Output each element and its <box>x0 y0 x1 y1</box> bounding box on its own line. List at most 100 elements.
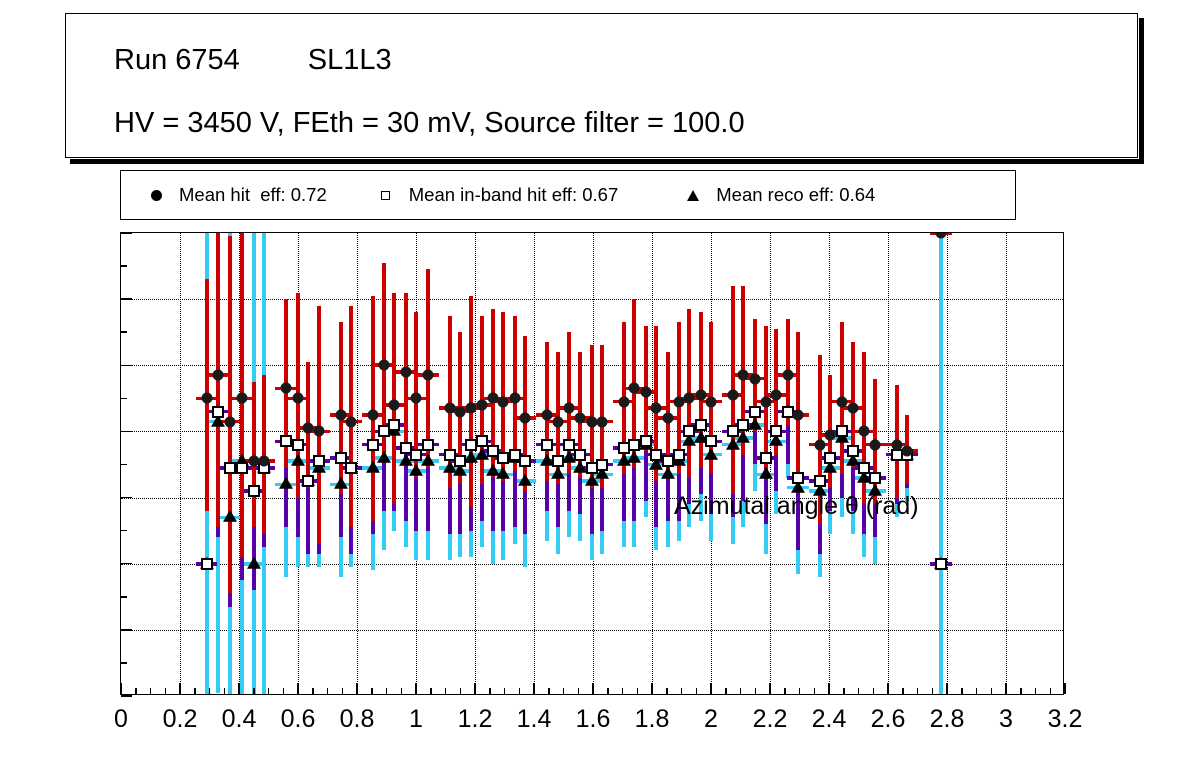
x-axis-tick-label: 2 <box>704 705 718 733</box>
data-point-hit-eff <box>650 402 662 414</box>
gridline-vertical <box>888 233 889 694</box>
x-axis-minor-tick <box>843 688 845 694</box>
title-chamber-label: SL1L3 <box>307 44 392 76</box>
data-point-hit-eff <box>673 396 685 408</box>
data-point-reco-eff <box>562 450 577 463</box>
x-axis-tick <box>887 683 889 694</box>
y-axis-minor-tick <box>121 529 127 532</box>
data-point-inband-hit-eff <box>387 418 400 431</box>
error-bar-vertical <box>228 236 233 594</box>
x-axis-tick <box>710 683 712 694</box>
data-point-hit-eff <box>248 455 260 467</box>
data-point-inband-hit-eff <box>247 484 260 497</box>
data-point-reco-eff <box>867 483 882 496</box>
y-axis-minor-tick <box>121 331 127 333</box>
legend-label-hit-eff: Mean hit eff: 0.72 <box>179 184 327 205</box>
data-point-hit-eff <box>596 416 608 427</box>
gridline-horizontal <box>121 299 1063 301</box>
data-point-hit-eff <box>292 392 304 404</box>
x-axis-minor-tick <box>636 688 638 694</box>
data-point-hit-eff <box>367 409 379 421</box>
x-axis-minor-tick <box>961 688 963 694</box>
data-point-hit-eff <box>760 396 772 408</box>
data-point-reco-eff <box>627 450 642 463</box>
data-point-hit-eff <box>869 439 881 451</box>
x-axis-minor-tick <box>400 688 402 694</box>
x-axis-minor-tick <box>990 688 992 694</box>
data-point-hit-eff <box>236 392 248 404</box>
x-axis-tick <box>415 683 417 694</box>
legend-label-reco-eff: Mean reco eff: 0.64 <box>716 184 876 205</box>
data-point-inband-hit-eff <box>486 445 499 458</box>
x-axis-minor-tick <box>149 688 152 694</box>
data-point-reco-eff <box>736 430 751 443</box>
x-axis-minor-tick <box>548 688 550 694</box>
gridline-vertical <box>534 233 535 694</box>
data-point-reco-eff <box>496 467 511 480</box>
data-point-hit-eff <box>705 396 717 408</box>
y-axis-minor-tick <box>121 662 127 664</box>
data-point-inband-hit-eff <box>672 448 685 461</box>
data-point-hit-eff <box>422 369 434 381</box>
data-point-inband-hit-eff <box>737 418 750 431</box>
x-axis-minor-tick <box>857 688 860 694</box>
data-point-hit-eff <box>891 439 903 451</box>
y-axis-minor-tick <box>121 463 127 466</box>
x-axis-minor-tick <box>577 688 579 694</box>
error-bar-vertical <box>251 381 256 528</box>
x-axis-tick <box>1005 683 1007 694</box>
data-point-inband-hit-eff <box>628 438 641 451</box>
plot-frame: 0.30.40.50.60.70.80.9100.20.40.60.811.21… <box>114 232 1082 733</box>
x-axis-tick-label: 1 <box>409 705 423 733</box>
data-point-hit-eff <box>519 412 531 424</box>
x-axis-minor-tick <box>253 688 255 694</box>
data-point-hit-eff <box>770 389 782 401</box>
data-point-hit-eff <box>201 392 213 404</box>
data-point-reco-eff <box>420 453 435 466</box>
data-point-hit-eff <box>574 412 586 424</box>
data-point-hit-eff <box>836 396 848 408</box>
data-point-inband-hit-eff <box>814 475 827 488</box>
gridline-vertical <box>475 233 476 694</box>
x-axis-minor-tick <box>902 688 904 694</box>
data-point-inband-hit-eff <box>705 435 717 448</box>
data-point-inband-hit-eff <box>334 451 347 464</box>
gridline-vertical <box>947 233 948 694</box>
x-axis-tick-label: 2.8 <box>929 705 965 733</box>
legend-box: Mean hit eff: 0.72 Mean in-band hit eff:… <box>120 170 1016 220</box>
x-axis-tick-label: 2.2 <box>752 705 788 733</box>
data-point-hit-eff <box>552 416 564 427</box>
x-axis-minor-tick <box>916 688 919 694</box>
data-point-inband-hit-eff <box>836 425 849 438</box>
data-point-hit-eff <box>378 359 390 371</box>
error-bar-vertical <box>338 322 343 495</box>
x-axis-minor-tick <box>562 688 565 694</box>
error-bar-vertical <box>468 295 473 508</box>
x-axis-minor-tick <box>282 688 284 694</box>
filled-circle-marker-icon <box>133 189 179 201</box>
data-point-reco-eff <box>475 447 490 460</box>
data-point-hit-eff <box>901 445 913 457</box>
title-settings-label: HV = 3450 V, FEth = 30 mV, Source filter… <box>114 107 745 139</box>
gridline-vertical <box>1006 233 1007 694</box>
data-point-hit-eff <box>662 412 674 424</box>
data-point-inband-hit-eff <box>519 455 532 468</box>
data-point-hit-eff <box>628 382 640 394</box>
x-axis-minor-tick <box>931 688 933 694</box>
data-point-hit-eff <box>586 416 598 427</box>
x-axis-tick-label: 1.4 <box>516 705 552 733</box>
data-point-reco-eff <box>661 467 676 480</box>
data-point-inband-hit-eff <box>280 435 293 448</box>
x-axis-title: Azimutal angle θ (rad) <box>674 492 919 520</box>
data-point-hit-eff <box>400 366 412 378</box>
data-point-hit-eff <box>388 399 400 411</box>
x-axis-minor-tick <box>621 688 624 694</box>
data-point-inband-hit-eff <box>410 448 422 461</box>
data-point-inband-hit-eff <box>792 471 805 484</box>
data-point-inband-hit-eff <box>541 438 554 451</box>
data-point-inband-hit-eff <box>497 451 510 464</box>
x-axis-tick-label: 0 <box>114 705 128 733</box>
legend-entry-reco-eff: Mean reco eff: 0.64 <box>670 171 875 219</box>
data-point-inband-hit-eff <box>312 455 325 468</box>
x-axis-tick <box>474 683 476 694</box>
